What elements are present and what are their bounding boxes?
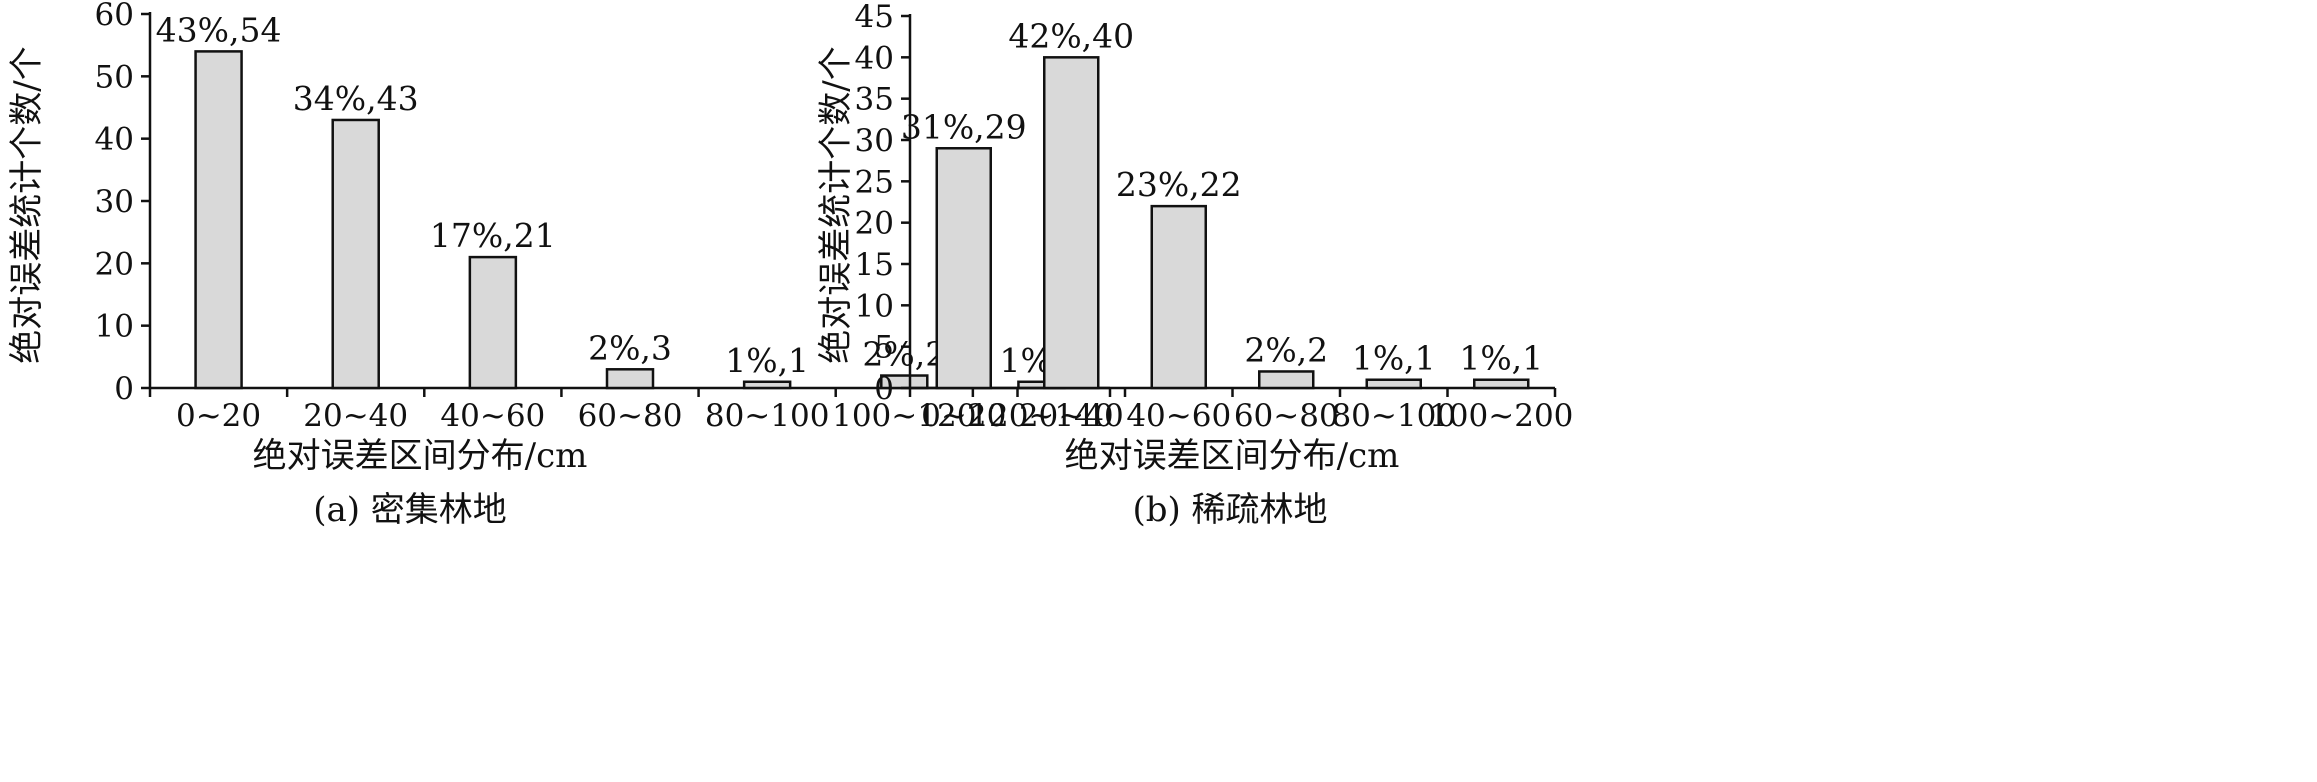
chart-dense-forest: 01020304050600~2043%,5420~4034%,4340~601… — [7, 0, 1114, 530]
bar — [1043, 56, 1100, 390]
bar — [1473, 378, 1530, 390]
y-tick-label: 10 — [855, 288, 894, 324]
y-axis-title: 绝对误差统计个数/个 — [7, 46, 47, 363]
bar — [1365, 378, 1422, 390]
x-tick-label: 0~20 — [176, 398, 261, 434]
chart-caption: (a) 密集林地 — [313, 490, 507, 530]
data-label: 2%,3 — [588, 328, 672, 367]
x-tick-label: 60~80 — [578, 398, 683, 434]
bar — [331, 118, 380, 390]
y-tick-label: 15 — [855, 247, 894, 283]
chart-caption: (b) 稀疏林地 — [1132, 490, 1327, 530]
x-tick-label: 80~100 — [705, 398, 830, 434]
data-label: 42%,40 — [1008, 16, 1134, 55]
x-tick-label: 20~40 — [1019, 398, 1124, 434]
y-tick-label: 30 — [855, 123, 894, 159]
chart-sparse-forest: 0 5 10 15 20 25 30 35 40 45 0~20 31%,29 20~40 42%,40 4… — [816, 0, 1573, 530]
data-label: 43%,54 — [156, 10, 282, 49]
y-tick-label: 5 — [874, 330, 894, 366]
y-tick-label: 0 — [114, 371, 134, 407]
x-tick-label: 100~120 — [832, 398, 976, 434]
data-label: 1%,1 — [1459, 339, 1543, 378]
bar — [1150, 204, 1207, 390]
x-axis-title: 绝对误差区间分布/cm — [1065, 436, 1400, 476]
x-tick-label: 40~60 — [440, 398, 545, 434]
data-label: 31%,29 — [901, 107, 1027, 146]
y-axis-title: 绝对误差统计个数/个 — [816, 46, 856, 363]
x-tick-label: 40~60 — [1126, 398, 1231, 434]
y-tick-label: 45 — [855, 0, 894, 35]
y-tick-label: 60 — [95, 0, 134, 33]
y-tick-label: 10 — [95, 309, 134, 345]
x-tick-label: 100~200 — [1429, 398, 1573, 434]
y-tick-label: 20 — [855, 206, 894, 242]
x-tick-label: 0~20 — [921, 398, 1006, 434]
y-tick-label: 0 — [874, 371, 894, 407]
x-tick-label: 20~40 — [303, 398, 408, 434]
x-axis-title: 绝对误差区间分布/cm — [253, 436, 588, 476]
bar — [935, 147, 992, 390]
bar — [1258, 370, 1315, 390]
x-tick-label: 60~80 — [1234, 398, 1339, 434]
data-label: 17%,21 — [430, 216, 556, 255]
y-tick-label: 25 — [855, 164, 894, 200]
data-label: 23%,22 — [1116, 165, 1242, 204]
y-tick-label: 40 — [95, 122, 134, 158]
x-tick-label: 80~100 — [1331, 398, 1456, 434]
data-label: 1%,1 — [1352, 339, 1436, 378]
y-tick-label: 20 — [95, 246, 134, 282]
y-tick-label: 40 — [855, 40, 894, 76]
x-tick-label: 120~140 — [969, 398, 1113, 434]
y-tick-label: 30 — [95, 184, 134, 220]
data-label: 1%,1 — [725, 341, 809, 380]
data-label: 34%,43 — [293, 79, 419, 118]
bar — [468, 255, 518, 390]
data-label: 2%,2 — [1244, 330, 1328, 369]
bar — [194, 50, 243, 390]
y-tick-label: 50 — [95, 59, 134, 95]
bar — [605, 368, 655, 390]
bar — [742, 380, 792, 390]
data-label: 2%,2 — [862, 335, 946, 374]
y-tick-label: 35 — [855, 82, 894, 118]
